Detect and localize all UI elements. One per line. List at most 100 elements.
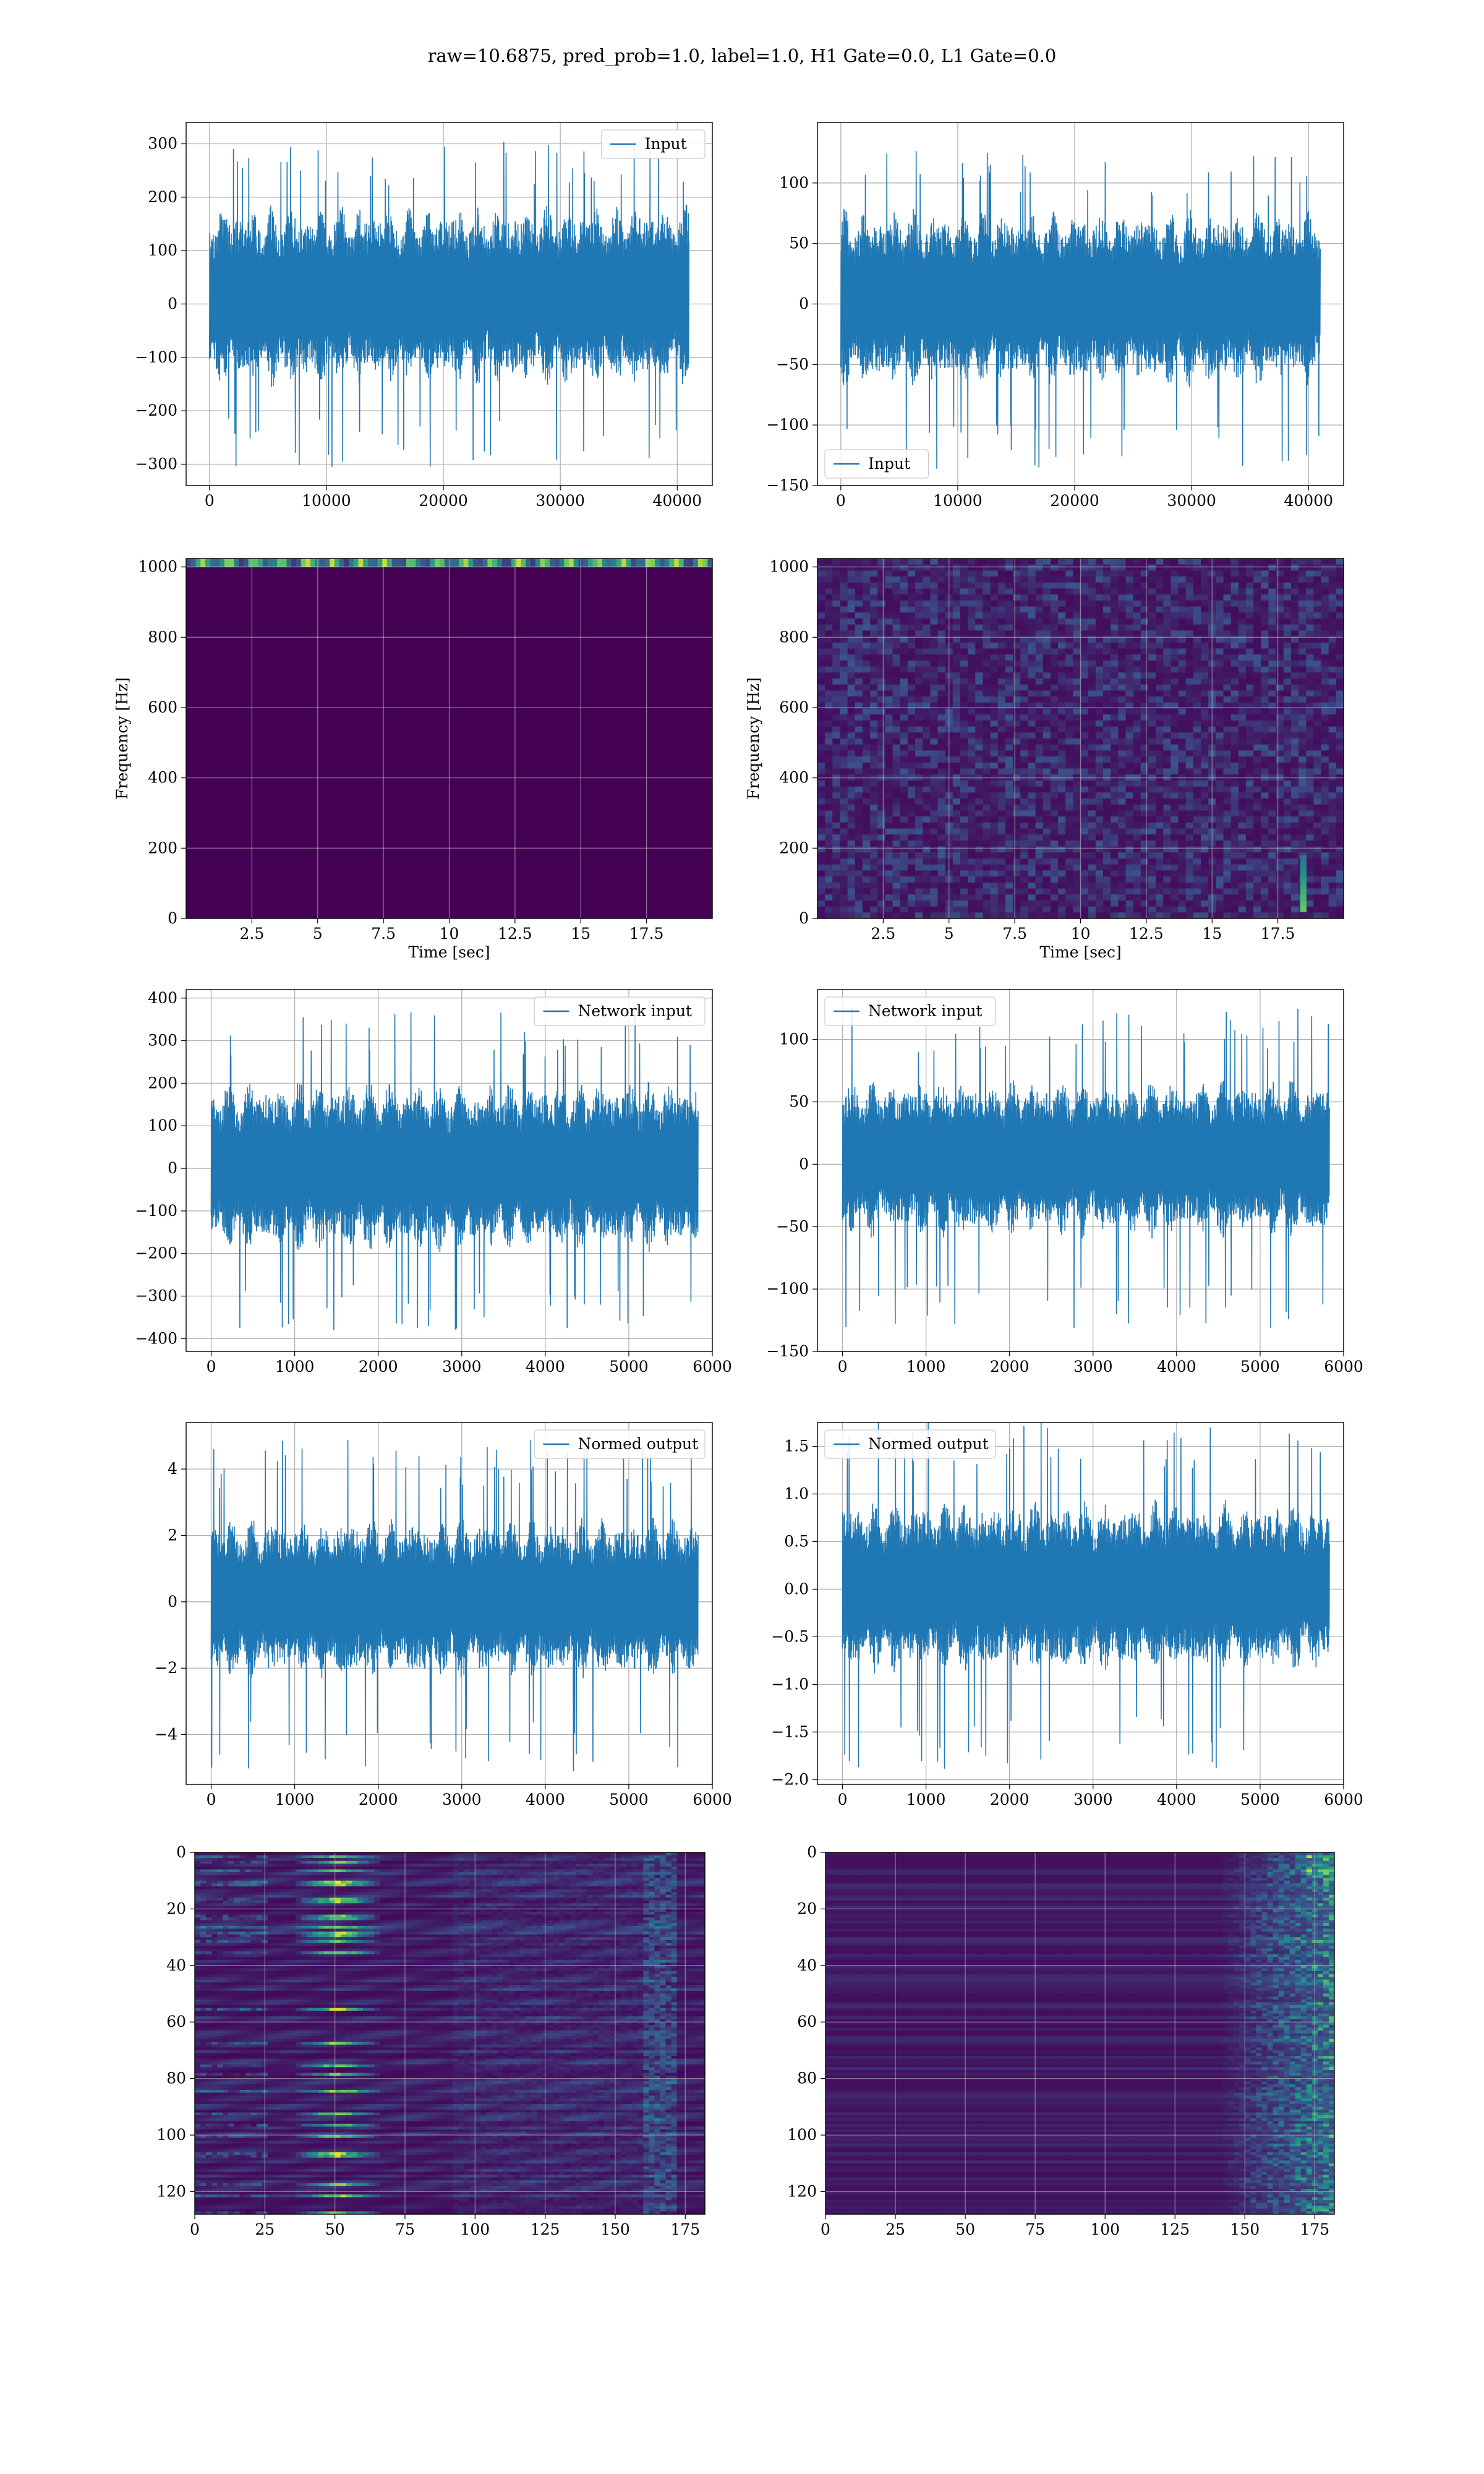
heatmap-cell (1245, 834, 1254, 841)
heatmap-cell (1276, 570, 1284, 577)
heatmap-cell (1102, 708, 1111, 715)
heatmap-cell (1095, 852, 1104, 859)
heatmap-cell (907, 768, 916, 775)
heatmap-cell (1238, 588, 1247, 595)
heatmap-cell (825, 738, 833, 745)
heatmap-cell (1163, 708, 1171, 715)
heatmap-cell (1050, 582, 1059, 589)
heatmap-cell (1261, 828, 1269, 835)
heatmap-cell (1005, 666, 1013, 673)
heatmap-cell (1125, 912, 1134, 918)
heatmap-cell (1028, 888, 1036, 895)
heatmap-cell (1193, 588, 1201, 595)
heatmap-cell (1111, 702, 1119, 709)
heatmap-cell (983, 654, 991, 661)
heatmap-cell (1102, 816, 1111, 823)
heatmap-cell (1336, 804, 1344, 811)
heatmap-cell (817, 846, 825, 853)
heatmap-cell (1073, 864, 1081, 871)
heatmap-cell (840, 906, 848, 913)
x-tick-label: 40000 (653, 492, 702, 510)
heatmap-cell (1223, 672, 1232, 679)
heatmap-cell (1253, 684, 1261, 691)
heatmap-cell (915, 594, 923, 601)
y-tick-label: 0 (799, 909, 809, 927)
heatmap-cell (817, 762, 825, 769)
heatmap-cell (1298, 618, 1307, 625)
heatmap-cell (1283, 636, 1292, 643)
series-line (210, 1440, 699, 1771)
heatmap-cell (1321, 648, 1329, 655)
heatmap-cell (960, 834, 968, 841)
heatmap-cell (458, 1852, 464, 1856)
heatmap-cell (990, 630, 999, 637)
heatmap-cell (832, 786, 841, 793)
heatmap-cell (1020, 894, 1028, 901)
heatmap-cell (862, 756, 871, 763)
heatmap-cell (968, 559, 976, 565)
heatmap-cell (1193, 624, 1201, 631)
heatmap-cell (1125, 870, 1134, 877)
heatmap-cell (847, 744, 856, 751)
heatmap-cell (1245, 768, 1254, 775)
heatmap-cell (907, 810, 916, 817)
heatmap-cell (870, 762, 878, 769)
heatmap-cell (1261, 768, 1269, 775)
heatmap-cell (256, 1852, 263, 1856)
heatmap-cell (960, 612, 968, 619)
heatmap-cell (1156, 582, 1164, 589)
heatmap-cell (1073, 576, 1081, 583)
heatmap-cell (855, 810, 863, 817)
heatmap-cell (877, 834, 886, 841)
heatmap-cell (1328, 750, 1337, 757)
heatmap-cell (885, 576, 893, 583)
heatmap-cell (1111, 912, 1119, 918)
heatmap-cell (952, 846, 961, 853)
heatmap-cell (907, 678, 916, 685)
heatmap-cell (598, 1855, 605, 1859)
heatmap-cell (915, 559, 923, 565)
heatmap-cell (907, 654, 916, 661)
heatmap-cell (1133, 708, 1141, 715)
heatmap-cell (832, 798, 841, 805)
heatmap-cell (825, 618, 833, 625)
heatmap-cell (832, 876, 841, 883)
heatmap-cell (975, 870, 984, 877)
legend-label: Input (645, 135, 687, 153)
heatmap-cell (1095, 912, 1104, 918)
heatmap-cell (1216, 864, 1224, 871)
heatmap-cell (997, 648, 1006, 655)
heatmap-cell (1283, 594, 1292, 601)
heatmap-cell (1268, 798, 1277, 805)
heatmap-cell (1073, 606, 1081, 613)
heatmap-cell (1216, 744, 1224, 751)
heatmap-cell (1238, 804, 1247, 811)
heatmap-cell (1148, 630, 1156, 637)
heatmap-cell (1065, 762, 1073, 769)
heatmap-cell (1028, 738, 1036, 745)
heatmap-cell (1261, 570, 1269, 577)
heatmap-cell (990, 780, 999, 787)
heatmap-cell (1298, 594, 1307, 601)
x-tick-label: 20000 (1050, 492, 1099, 510)
heatmap-cell (1111, 660, 1119, 667)
heatmap-cell (531, 1855, 537, 1859)
heatmap-cell (877, 798, 886, 805)
heatmap-cell (870, 642, 878, 649)
heatmap-cell (1080, 570, 1089, 577)
heatmap-cell (665, 1855, 672, 1859)
heatmap-cell (380, 1858, 386, 1862)
heatmap-cell (492, 1855, 498, 1859)
heatmap-cell (1020, 852, 1028, 859)
heatmap-cell (1050, 876, 1059, 883)
heatmap-cell (1058, 618, 1066, 625)
heatmap-cell (1253, 744, 1261, 751)
heatmap-cell (1253, 870, 1261, 877)
heatmap-cell (832, 684, 841, 691)
heatmap-cell (1261, 786, 1269, 793)
heatmap-cell (825, 576, 833, 583)
heatmap-cell (885, 726, 893, 733)
heatmap-cell (1080, 894, 1089, 901)
heatmap-cell (1313, 912, 1322, 918)
heatmap-cell (862, 714, 871, 721)
